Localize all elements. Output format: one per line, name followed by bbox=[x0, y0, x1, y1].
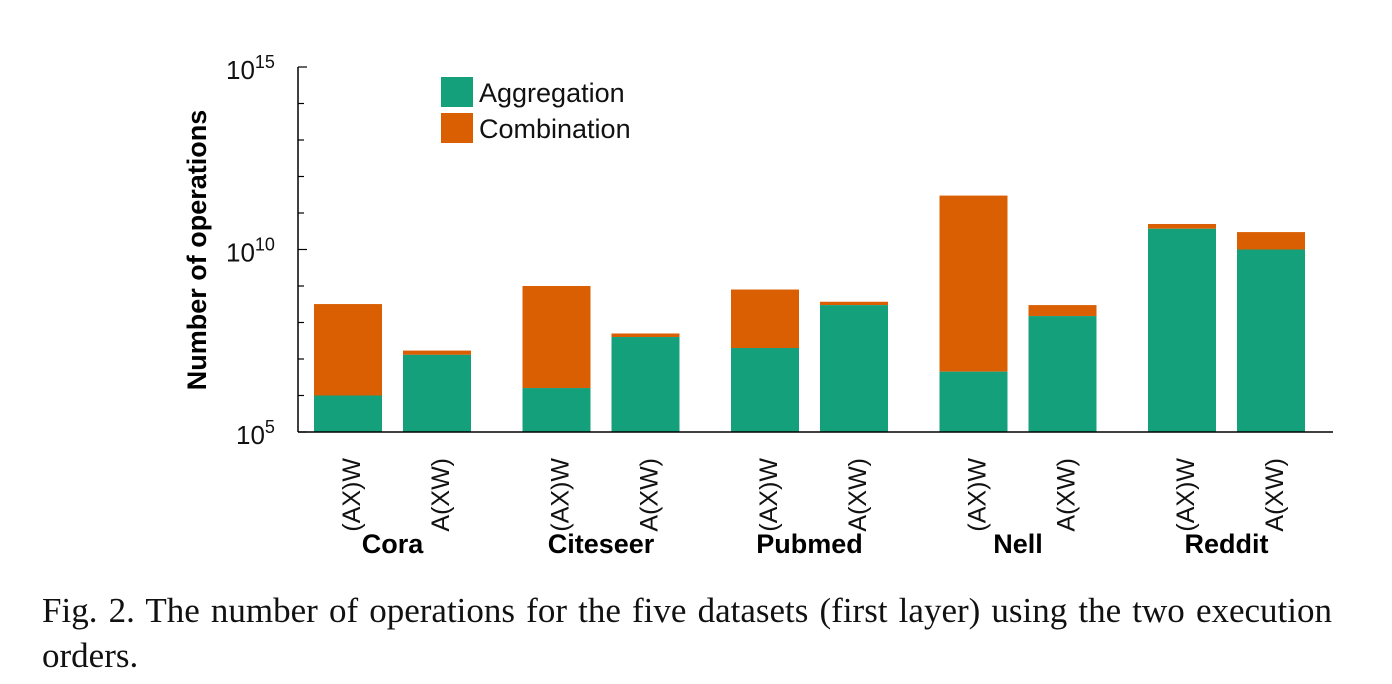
combination-bar bbox=[1148, 223, 1216, 229]
bar-label: A(XW) bbox=[427, 458, 455, 532]
combination-bar bbox=[939, 195, 1008, 372]
combination-bar bbox=[403, 350, 471, 355]
bar-label: A(XW) bbox=[1053, 458, 1081, 532]
stacked-bar-chart: (AX)W A(XW)Cora(AX)W A(XW)Citeseer(AX)W A(X… bbox=[182, 52, 1333, 559]
aggregation-bar bbox=[1237, 249, 1305, 432]
y-tick-label: 1015 bbox=[226, 52, 275, 85]
aggregation-bar bbox=[731, 348, 799, 432]
legend: Aggregation Combination bbox=[441, 77, 631, 144]
combination-bar bbox=[731, 289, 799, 349]
group-label: Reddit bbox=[1185, 529, 1269, 559]
group-label: Cora bbox=[362, 529, 424, 559]
combination-bar bbox=[1237, 232, 1305, 250]
bar-label: A(XW) bbox=[1261, 458, 1289, 532]
bar-label: (AX)W bbox=[1172, 458, 1200, 532]
group-label: Nell bbox=[993, 529, 1043, 559]
legend-label: Aggregation bbox=[479, 78, 625, 108]
axes-layer: (AX)W A(XW)Cora(AX)W A(XW)Citeseer(AX)W A(X… bbox=[182, 52, 1333, 559]
aggregation-bar bbox=[1148, 228, 1216, 432]
combination-bar bbox=[611, 333, 680, 338]
figure-caption: Fig. 2. The number of operations for the… bbox=[42, 591, 1332, 675]
combination-bar bbox=[314, 304, 382, 396]
bar-label: (AX)W bbox=[755, 458, 783, 532]
aggregation-bar bbox=[1028, 316, 1097, 432]
combination-bar bbox=[522, 286, 591, 389]
bar-label: (AX)W bbox=[547, 458, 575, 532]
aggregation-bar bbox=[820, 305, 888, 432]
aggregation-bar bbox=[522, 388, 591, 432]
bars-layer bbox=[314, 195, 1305, 432]
legend-swatch bbox=[441, 77, 473, 107]
bar-label: A(XW) bbox=[636, 458, 664, 532]
aggregation-bar bbox=[403, 354, 471, 432]
legend-swatch bbox=[441, 113, 473, 143]
group-label: Pubmed bbox=[756, 529, 863, 559]
aggregation-bar bbox=[314, 395, 382, 432]
aggregation-bar bbox=[611, 337, 680, 432]
combination-bar bbox=[1028, 305, 1097, 317]
bar-label: (AX)W bbox=[338, 458, 366, 532]
bar-label: (AX)W bbox=[964, 458, 992, 532]
y-tick-label: 1010 bbox=[226, 235, 275, 268]
group-label: Citeseer bbox=[548, 529, 655, 559]
legend-label: Combination bbox=[479, 114, 631, 144]
y-axis-label: Number of operations bbox=[182, 110, 212, 391]
combination-bar bbox=[820, 301, 888, 306]
aggregation-bar bbox=[939, 371, 1008, 432]
bar-label: A(XW) bbox=[844, 458, 872, 532]
y-tick-label: 105 bbox=[236, 417, 275, 450]
